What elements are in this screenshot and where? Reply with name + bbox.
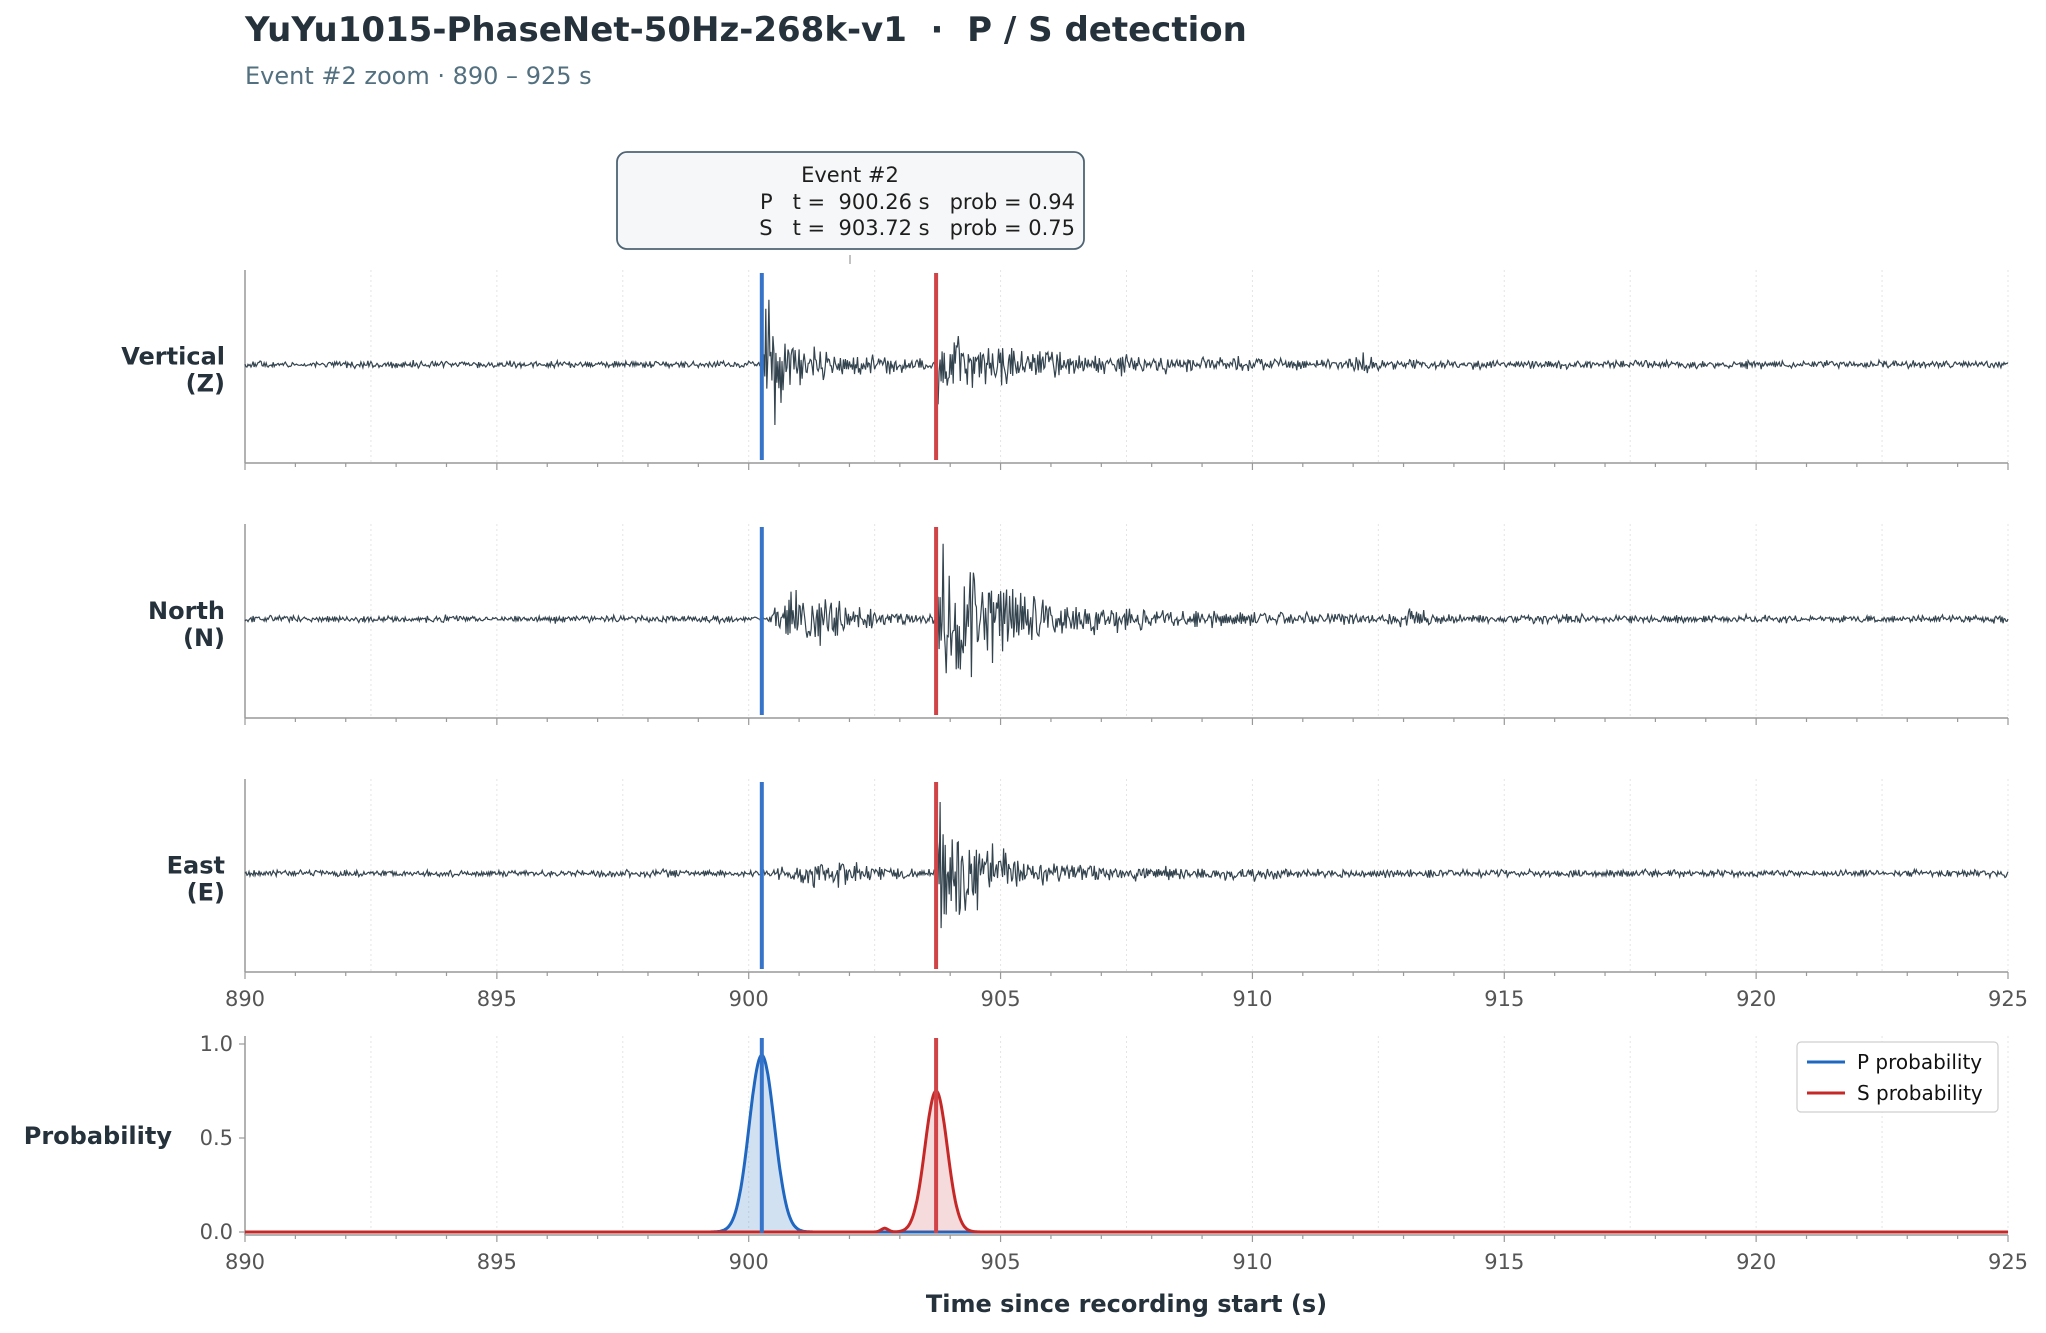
s-probability-line [245,1089,2008,1234]
annotation-line: S t = 903.72 s prob = 0.75 [759,216,1075,240]
legend-label: P probability [1857,1050,1982,1074]
waveform-trace [244,801,2009,929]
x-tick-label: 905 [981,1250,1021,1274]
waveform-panel-label: East (E) [167,852,225,907]
legend-box [1796,1041,1999,1113]
y-tick-label: 1.0 [200,1032,233,1056]
page-subtitle: Event #2 zoom · 890 – 925 s [245,62,592,90]
y-axis-label: Probability [24,1122,173,1150]
x-axis-label: Time since recording start (s) [926,1290,1327,1318]
x-tick-label: 900 [729,987,769,1011]
x-tick-label: 910 [1232,1250,1272,1274]
waveform-panel-n: North (N) [148,524,2009,725]
x-tick-label: 895 [477,1250,517,1274]
probability-panel: 890 895 900 905 910 915 920 925 0.0 0.5 1.0 Probabi… [24,1032,2028,1274]
event-annotation: Event #2 P t = 900.26 s prob = 0.94S t = … [616,151,1085,264]
x-tick-label: 925 [1988,987,2028,1011]
x-tick-label: 910 [1232,987,1272,1011]
waveform-panel-e: 890 895 900 905 910 915 920 925 East (E) [167,779,2028,1011]
y-tick-label: 0.5 [200,1126,233,1150]
legend-label: S probability [1857,1081,1983,1105]
x-tick-label: 915 [1484,987,1524,1011]
annotation-title: Event #2 [801,163,899,187]
page-title: YuYu1015-PhaseNet-50Hz-268k-v1 · P / S d… [245,10,1247,50]
waveform-panel-label: North (N) [148,597,225,652]
waveform-trace [244,543,2009,678]
annotation-line: P t = 900.26 s prob = 0.94 [760,190,1075,214]
x-tick-label: 900 [729,1250,769,1274]
x-tick-label: 895 [477,987,517,1011]
x-tick-label: 915 [1484,1250,1524,1274]
waveform-panel-label: Vertical (Z) [121,343,225,398]
waveform-trace [244,299,2009,426]
x-tick-label: 920 [1736,987,1776,1011]
y-tick-label: 0.0 [200,1220,233,1244]
legend: P probability S probability [1796,1041,1999,1113]
annotation-box [616,151,1085,250]
x-tick-label: 890 [225,1250,265,1274]
x-tick-label: 890 [225,987,265,1011]
x-tick-label: 925 [1988,1250,2028,1274]
x-tick-label: 905 [981,987,1021,1011]
x-tick-label: 920 [1736,1250,1776,1274]
waveform-panel-z: Vertical (Z) [121,270,2009,470]
